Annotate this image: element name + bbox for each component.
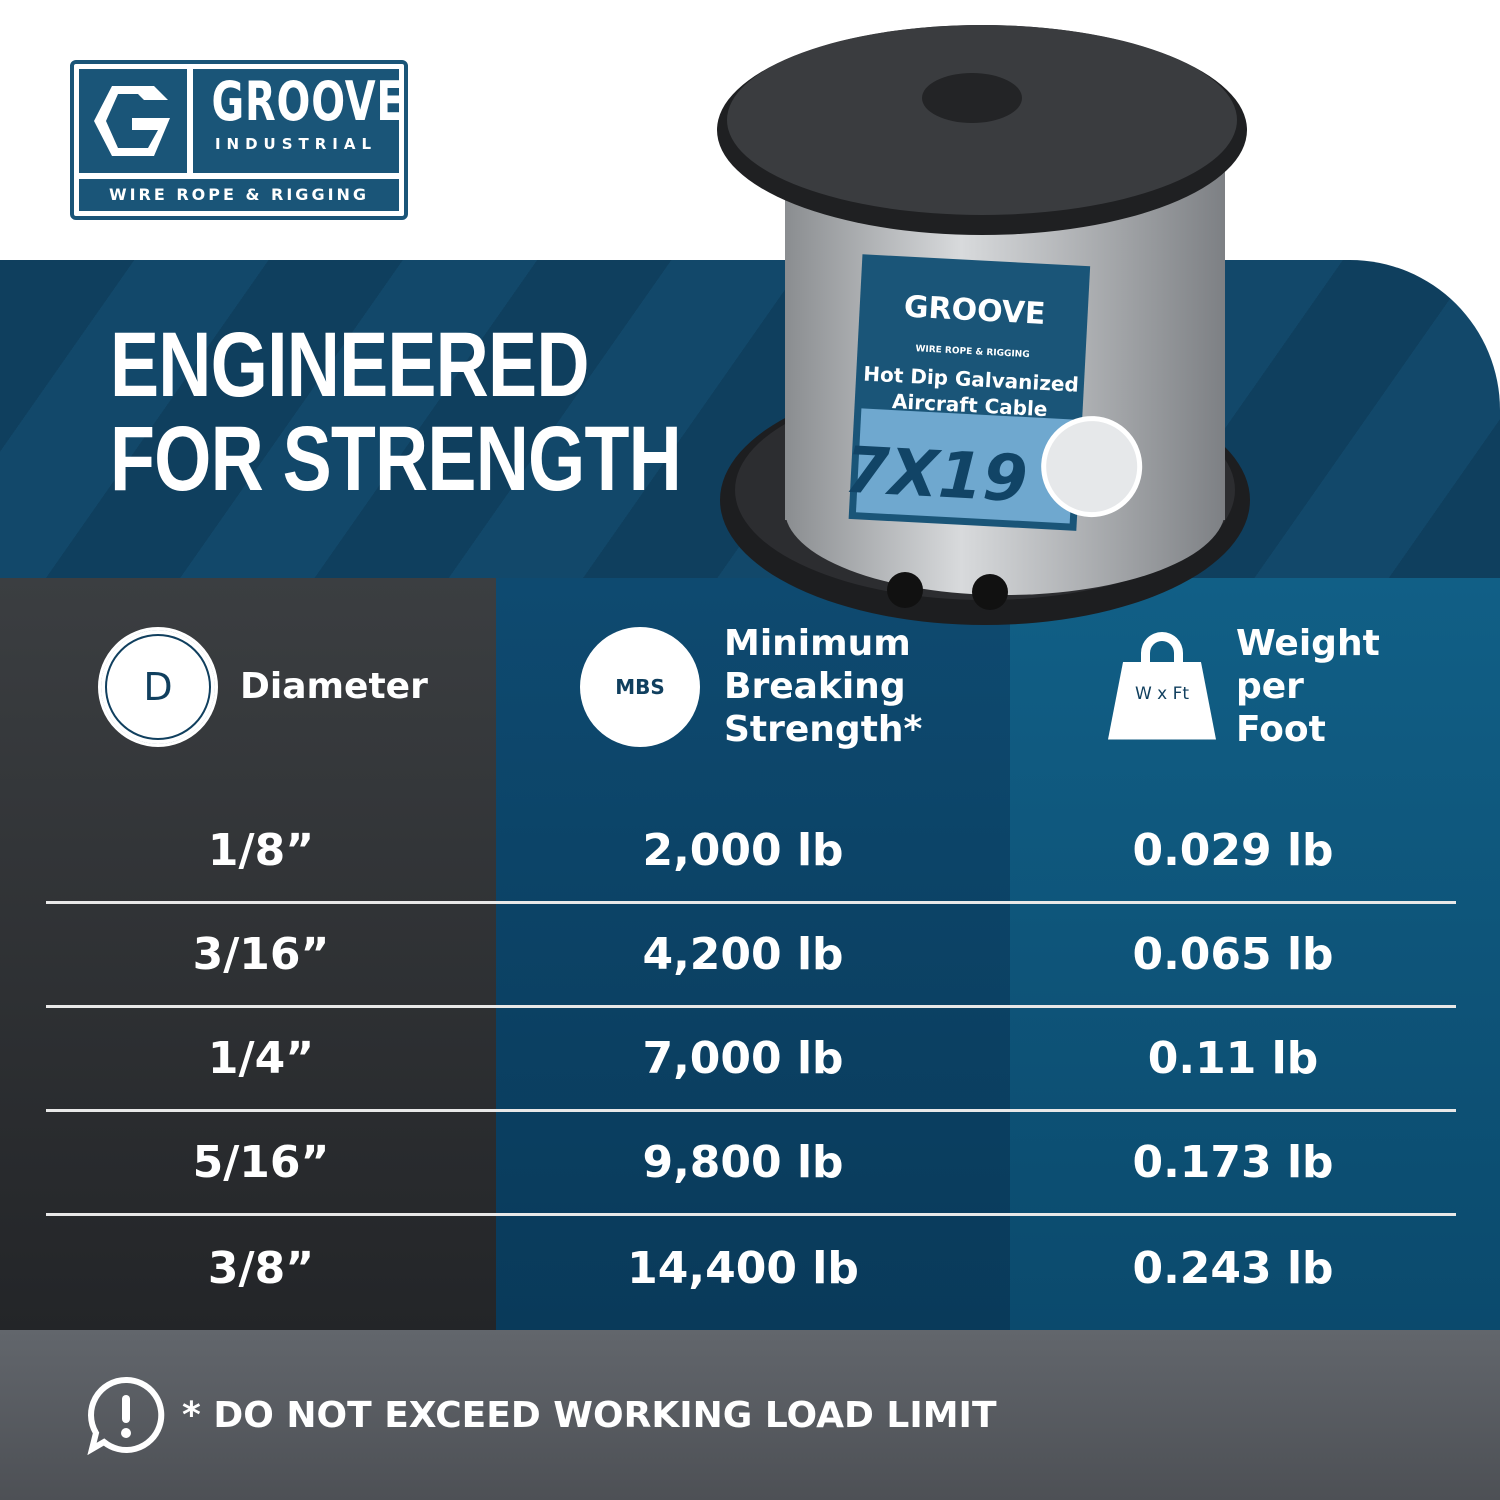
header-diameter: D Diameter	[98, 578, 428, 795]
weight-icon: W x Ft	[1108, 631, 1216, 742]
header-weight: W x Ft Weight per Foot	[1108, 578, 1406, 795]
mbs-cell: 14,400 lb	[627, 1242, 859, 1294]
weight-cell: 0.11 lb	[1147, 1033, 1319, 1084]
diameter-cell: 1/4”	[207, 1033, 315, 1084]
mbs-icon: MBS	[580, 626, 700, 747]
g-logo-icon	[79, 69, 187, 173]
table-row: 3/8” 14,400 lb 0.243 lb	[46, 1216, 1456, 1320]
header-label: Minimum Breaking Strength*	[724, 623, 923, 750]
brand-logo: GROOVE INDUSTRIAL WIRE ROPE & RIGGING	[70, 60, 408, 220]
diameter-cell: 1/8”	[207, 825, 315, 876]
headline-line2: FOR STRENGTH	[110, 408, 682, 510]
header-label: Weight per Foot	[1236, 623, 1380, 750]
mbs-cell: 2,000 lb	[642, 825, 844, 876]
diameter-icon: D	[98, 626, 218, 747]
table-row: 1/8” 2,000 lb 0.029 lb	[46, 800, 1456, 904]
diameter-cell: 3/16”	[192, 929, 330, 980]
diameter-cell: 5/16”	[192, 1137, 330, 1188]
footer: * DO NOT EXCEED WORKING LOAD LIMIT	[0, 1330, 1500, 1500]
header-label: Diameter	[240, 666, 428, 707]
brand-sub: INDUSTRIAL	[214, 135, 378, 153]
header-mbs: MBS Minimum Breaking Strength*	[580, 578, 923, 795]
headline: ENGINEERED FOR STRENGTH	[110, 314, 682, 510]
cable-spool-image: GROOVE WIRE ROPE & RIGGING Hot Dip Galva…	[717, 25, 1250, 625]
weight-cell: 0.173 lb	[1132, 1137, 1334, 1188]
weight-cell: 0.065 lb	[1132, 929, 1334, 980]
weight-column	[1010, 578, 1500, 1330]
mbs-cell: 4,200 lb	[642, 929, 844, 980]
table-row: 1/4” 7,000 lb 0.11 lb	[46, 1008, 1456, 1112]
mbs-cell: 7,000 lb	[642, 1033, 844, 1084]
label-brand: GROOVE	[903, 290, 1046, 332]
brand-tagline: WIRE ROPE & RIGGING	[79, 179, 399, 211]
table-row: 5/16” 9,800 lb 0.173 lb	[46, 1112, 1456, 1216]
weight-cell: 0.029 lb	[1132, 825, 1334, 876]
weight-cell: 0.243 lb	[1132, 1242, 1334, 1294]
headline-line1: ENGINEERED	[110, 314, 589, 416]
mbs-cell: 9,800 lb	[642, 1137, 844, 1188]
warning-text: * DO NOT EXCEED WORKING LOAD LIMIT	[182, 1394, 997, 1436]
spec-table: 1/8” 2,000 lb 0.029 lb 3/16” 4,200 lb 0.065 l…	[46, 800, 1456, 1320]
diameter-cell: 3/8”	[207, 1242, 315, 1294]
brand-name: GROOVE	[211, 70, 405, 133]
table-row: 3/16” 4,200 lb 0.065 lb	[46, 904, 1456, 1008]
diameter-column	[0, 578, 496, 1330]
label-construction: 7X19	[843, 434, 1030, 517]
alert-icon	[87, 1376, 165, 1455]
